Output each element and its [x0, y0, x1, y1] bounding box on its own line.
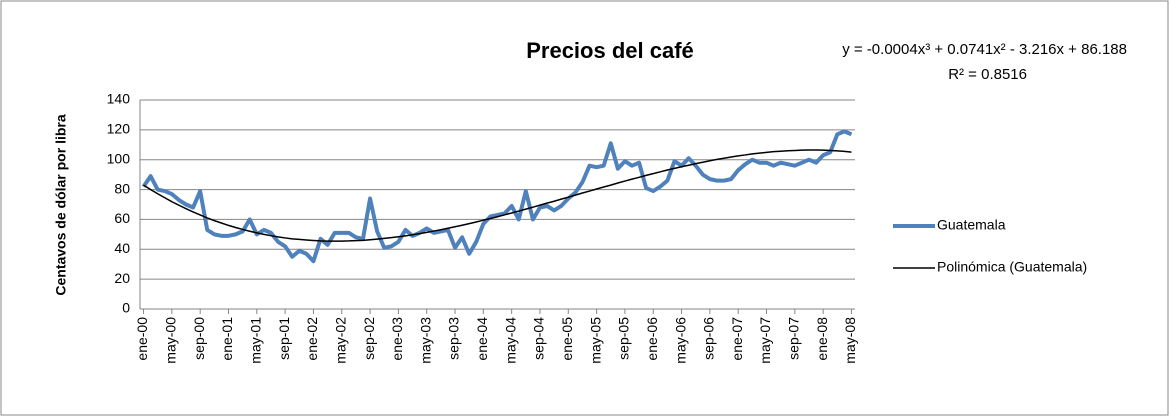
- x-tick-label: may-07: [757, 317, 773, 364]
- x-tick-label: sep-06: [701, 317, 717, 360]
- chart-title: Precios del café: [526, 38, 694, 63]
- series-line: [143, 149, 852, 242]
- y-tick-label: 60: [114, 210, 130, 226]
- x-tick-label: sep-04: [531, 317, 547, 360]
- y-tick-label: 40: [114, 240, 130, 256]
- x-tick-label: sep-01: [276, 317, 292, 360]
- legend-label: Guatemala: [937, 217, 1006, 233]
- x-tick-label: may-08: [842, 317, 858, 364]
- x-tick-label: may-00: [163, 317, 179, 364]
- x-tick-label: ene-00: [134, 317, 150, 361]
- x-tick-label: ene-05: [559, 317, 575, 361]
- x-tick-label: sep-00: [191, 317, 207, 360]
- y-tick-label: 100: [107, 150, 131, 166]
- x-tick-label: ene-02: [304, 317, 320, 361]
- x-tick-label: ene-07: [729, 317, 745, 361]
- y-axis-label: Centavos de dólar por libra: [53, 114, 69, 295]
- y-tick-label: 80: [114, 180, 130, 196]
- y-tick-label: 0: [122, 300, 130, 316]
- r-squared: R² = 0.8516: [948, 66, 1027, 83]
- y-tick-label: 120: [107, 121, 131, 137]
- x-tick-label: may-02: [332, 317, 348, 364]
- legend-label: Polinómica (Guatemala): [937, 259, 1087, 275]
- x-tick-label: ene-08: [814, 317, 830, 361]
- y-tick-label: 20: [114, 270, 130, 286]
- x-tick-label: ene-01: [219, 317, 235, 361]
- x-tick-label: may-04: [502, 317, 518, 364]
- x-tick-label: may-05: [587, 317, 603, 364]
- x-tick-label: may-06: [672, 317, 688, 364]
- x-tick-label: ene-03: [389, 317, 405, 361]
- series-line: [141, 129, 853, 264]
- x-tick-label: sep-02: [361, 317, 377, 360]
- equation: y = -0.0004x³ + 0.0741x² - 3.216x + 86.1…: [842, 41, 1127, 58]
- x-tick-label: may-01: [248, 317, 264, 364]
- x-tick-label: sep-07: [786, 317, 802, 360]
- x-tick-label: may-03: [417, 317, 433, 364]
- x-tick-label: ene-06: [644, 317, 660, 361]
- x-tick-label: sep-05: [616, 317, 632, 360]
- x-tick-label: sep-03: [446, 317, 462, 360]
- x-tick-label: ene-04: [474, 317, 490, 361]
- y-tick-label: 140: [107, 91, 131, 107]
